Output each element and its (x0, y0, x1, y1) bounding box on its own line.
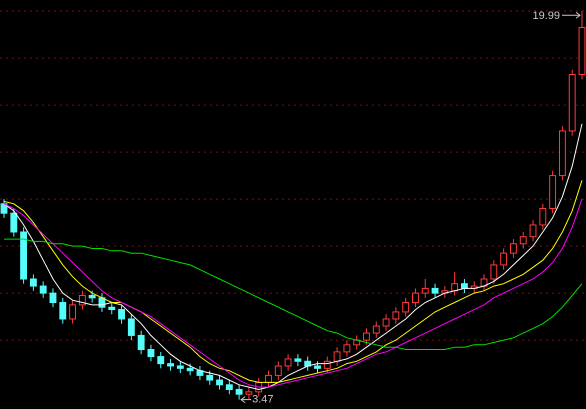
candle-body (108, 306, 116, 311)
moving-average-line (3, 198, 583, 388)
candle-body (568, 74, 576, 132)
candle-body (78, 294, 86, 306)
candle-body (59, 302, 67, 320)
moving-average-line (3, 180, 583, 383)
candle-body (88, 294, 96, 299)
candle-body (29, 278, 37, 287)
annotation-label: 3.47 (252, 394, 273, 406)
moving-average-line (3, 123, 583, 391)
candle-body (10, 212, 18, 233)
candle-body (265, 374, 272, 383)
candle-body (392, 311, 400, 320)
candle-body (39, 285, 47, 294)
candle-body (431, 287, 439, 294)
candle-body (333, 351, 341, 362)
candle-body (49, 292, 57, 304)
candle-body (500, 252, 508, 266)
candle-body (245, 391, 253, 395)
candle-body (176, 365, 184, 369)
annotation-label: 19.99 (532, 10, 560, 22)
candle-body (539, 207, 547, 226)
candle-body (461, 283, 468, 289)
candle-body (186, 367, 194, 372)
moving-average-line (4, 238, 583, 350)
candle-body (343, 344, 351, 353)
candle-body (118, 309, 125, 320)
candle-body (363, 332, 370, 341)
candle-body (216, 379, 223, 386)
candle-body (0, 203, 8, 214)
annotation-arrowhead (240, 396, 246, 403)
candle-body (382, 318, 390, 327)
candle-body (284, 358, 292, 367)
candle-body (558, 130, 566, 177)
candle-body (323, 360, 331, 369)
candle-body (206, 374, 214, 381)
candle-body (137, 334, 145, 351)
candle-body (451, 283, 459, 292)
candle-body (529, 224, 537, 238)
candle-body (519, 236, 527, 245)
annotation-arrowhead (575, 11, 581, 19)
candle-body (372, 325, 380, 334)
candle-body (490, 264, 498, 280)
candle-body (167, 363, 174, 367)
candle-body (402, 302, 410, 313)
candle-body (294, 358, 302, 362)
candle-body (69, 304, 77, 320)
candle-body (225, 384, 233, 390)
candle-body (412, 292, 419, 304)
candle-body (20, 231, 28, 280)
candle-body (235, 388, 243, 395)
candle-body (421, 287, 429, 294)
candle-body (147, 349, 155, 358)
candle-body (127, 318, 135, 336)
candle-body (157, 356, 165, 365)
candle-body (314, 365, 321, 369)
candle-body (549, 175, 557, 209)
candle-body (509, 243, 517, 254)
candle-body (274, 365, 282, 376)
candle-body (578, 27, 586, 76)
